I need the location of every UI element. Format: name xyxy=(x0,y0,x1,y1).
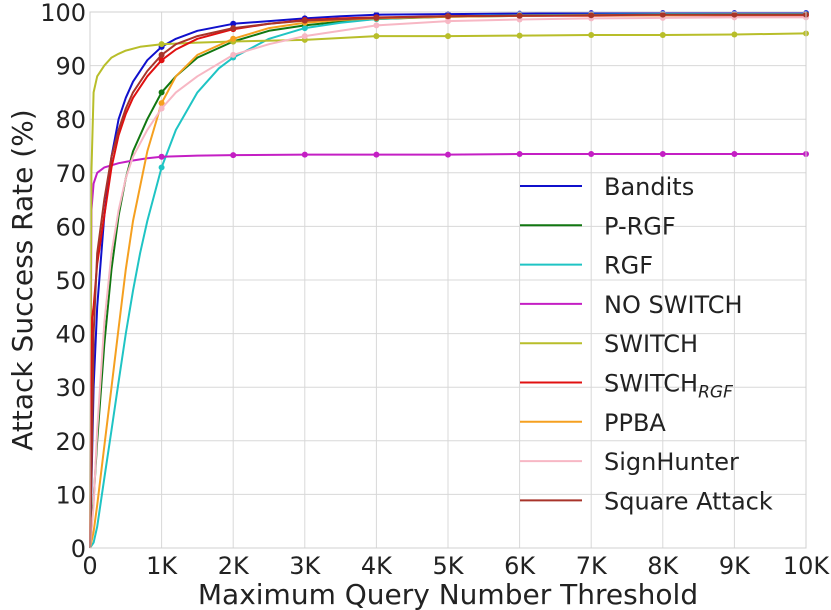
series-point-4 xyxy=(158,41,165,48)
series-point-3 xyxy=(588,151,595,158)
series-point-4 xyxy=(516,32,523,39)
y-tick-label: 10 xyxy=(55,481,86,509)
series-point-4 xyxy=(731,31,738,38)
series-point-7 xyxy=(445,18,451,25)
series-point-8 xyxy=(445,13,451,20)
x-axis-label: Maximum Query Number Threshold xyxy=(198,578,698,610)
series-point-3 xyxy=(731,151,738,158)
legend-label-sub: RGF xyxy=(698,383,733,403)
series-point-2 xyxy=(301,25,308,32)
series-point-3 xyxy=(158,153,165,160)
x-tick-label: 4K xyxy=(361,552,393,580)
legend-label-main: SWITCH xyxy=(604,370,698,398)
legend-label-3: NO SWITCH xyxy=(604,291,743,319)
series-layer xyxy=(89,10,809,549)
series-point-8 xyxy=(373,14,380,21)
x-tick-label: 3K xyxy=(289,552,321,580)
series-point-4 xyxy=(373,33,380,40)
x-tick-label: 10K xyxy=(783,552,831,580)
series-point-4 xyxy=(659,32,666,39)
series-point-3 xyxy=(516,151,523,158)
x-tick-label: 0 xyxy=(82,552,97,580)
y-tick-label: 100 xyxy=(40,0,86,27)
series-point-1 xyxy=(158,89,165,96)
x-tick-label: 1K xyxy=(146,552,178,580)
y-tick-label: 80 xyxy=(55,106,86,134)
series-point-8 xyxy=(158,51,165,58)
legend-label-5: SWITCHRGF xyxy=(604,370,733,403)
series-line-8 xyxy=(89,13,806,549)
series-point-6 xyxy=(230,35,237,42)
x-tick-label: 7K xyxy=(576,552,608,580)
series-point-3 xyxy=(230,152,237,159)
x-tick-label: 8K xyxy=(647,552,679,580)
y-tick-label: 30 xyxy=(55,374,86,402)
series-point-8 xyxy=(301,17,308,24)
series-line-7 xyxy=(89,16,806,549)
y-tick-label: 20 xyxy=(55,428,86,456)
series-point-7 xyxy=(158,105,165,112)
series-point-0 xyxy=(230,20,237,27)
series-point-8 xyxy=(731,11,738,18)
x-tick-label: 9K xyxy=(719,552,751,580)
series-point-4 xyxy=(588,32,595,39)
series-point-5 xyxy=(158,57,165,64)
y-tick-label: 50 xyxy=(55,267,86,295)
legend-label-6: PPBA xyxy=(604,409,666,437)
y-tick-label: 70 xyxy=(55,160,86,188)
y-tick-label: 0 xyxy=(71,535,86,563)
x-tick-labels: 0 1K 2K 3K 4K 5K 6K 7K 8K 9K 10K xyxy=(82,552,830,580)
series-point-7 xyxy=(373,22,380,29)
legend-label-7: SignHunter xyxy=(604,448,739,476)
series-point-3 xyxy=(301,151,308,158)
x-tick-label: 2K xyxy=(218,552,250,580)
legend-label-4: SWITCH xyxy=(604,330,698,358)
legend-label-0: Bandits xyxy=(604,173,694,201)
legend-label-8: Square Attack xyxy=(604,487,773,515)
series-point-8 xyxy=(516,12,523,19)
series-point-6 xyxy=(158,100,165,107)
y-tick-label: 40 xyxy=(55,321,86,349)
x-tick-label: 5K xyxy=(432,552,464,580)
legend-label-1: P-RGF xyxy=(604,212,676,240)
series-point-3 xyxy=(445,151,451,158)
x-tick-label: 6K xyxy=(504,552,536,580)
y-tick-label: 90 xyxy=(55,53,86,81)
series-point-3 xyxy=(659,151,666,158)
series-point-7 xyxy=(230,51,237,58)
legend-label-2: RGF xyxy=(604,252,653,280)
series-point-2 xyxy=(158,164,165,171)
y-tick-label: 60 xyxy=(55,213,86,241)
y-tick-labels: 0 10 20 30 40 50 60 70 80 90 100 xyxy=(40,0,86,563)
plot-frame xyxy=(89,11,807,549)
y-axis-label: Attack Success Rate (%) xyxy=(6,109,39,450)
series-point-4 xyxy=(445,33,451,40)
series-point-8 xyxy=(230,25,237,32)
series-point-3 xyxy=(373,151,380,158)
series-point-8 xyxy=(588,12,595,19)
series-point-7 xyxy=(301,33,308,40)
series-point-8 xyxy=(659,11,666,18)
